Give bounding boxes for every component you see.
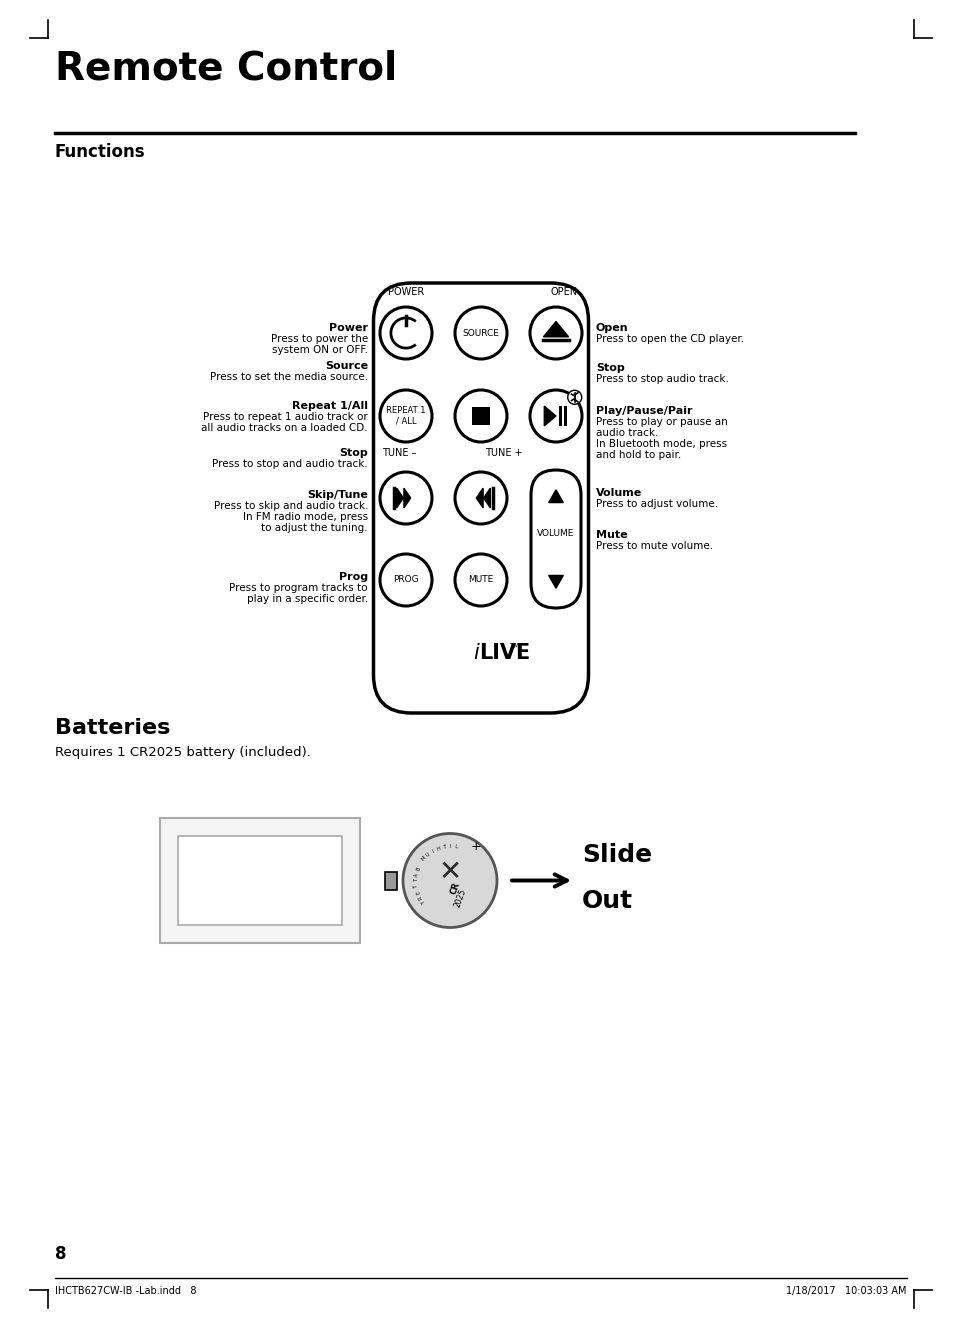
- Text: T: T: [413, 879, 418, 882]
- Text: Stop: Stop: [339, 448, 368, 458]
- FancyBboxPatch shape: [178, 837, 342, 926]
- FancyBboxPatch shape: [373, 283, 588, 713]
- Text: SOURCE: SOURCE: [462, 328, 499, 337]
- Text: B: B: [415, 866, 421, 871]
- Circle shape: [530, 390, 581, 442]
- Text: Skip/Tune: Skip/Tune: [307, 490, 368, 501]
- Text: Press to repeat 1 audio track or: Press to repeat 1 audio track or: [203, 412, 368, 422]
- Text: Power: Power: [329, 323, 368, 333]
- Text: H: H: [435, 846, 440, 851]
- Text: REPEAT 1
/ ALL: REPEAT 1 / ALL: [386, 406, 426, 426]
- Text: VOLUME: VOLUME: [537, 529, 574, 538]
- Bar: [564, 406, 567, 426]
- Text: Slide: Slide: [581, 842, 652, 866]
- Polygon shape: [404, 489, 410, 507]
- Text: Open: Open: [596, 323, 628, 333]
- Circle shape: [380, 554, 431, 606]
- Text: Press to power the: Press to power the: [270, 335, 368, 344]
- Polygon shape: [483, 489, 490, 507]
- Text: 8: 8: [55, 1246, 66, 1263]
- Text: Press to open the CD player.: Press to open the CD player.: [596, 335, 744, 344]
- Text: In FM radio mode, press: In FM radio mode, press: [242, 513, 368, 522]
- Text: audio track.: audio track.: [596, 428, 657, 438]
- Circle shape: [567, 390, 581, 404]
- Circle shape: [455, 554, 506, 606]
- Text: to adjust the tuning.: to adjust the tuning.: [261, 523, 368, 533]
- Text: system ON or OFF.: system ON or OFF.: [272, 345, 368, 355]
- Polygon shape: [548, 490, 563, 502]
- Circle shape: [530, 307, 581, 359]
- Text: L: L: [454, 845, 457, 850]
- Text: LIVE: LIVE: [479, 643, 530, 663]
- Text: play in a specific order.: play in a specific order.: [246, 594, 368, 604]
- Text: POWER: POWER: [387, 287, 424, 297]
- Text: I: I: [431, 849, 434, 854]
- Text: Volume: Volume: [596, 487, 642, 498]
- Circle shape: [403, 834, 497, 927]
- Text: Press to adjust volume.: Press to adjust volume.: [596, 499, 717, 509]
- Text: Press to stop audio track.: Press to stop audio track.: [596, 374, 728, 384]
- Circle shape: [455, 390, 506, 442]
- Circle shape: [380, 390, 431, 442]
- Text: TUNE +: TUNE +: [484, 448, 522, 458]
- Text: Play/Pause/Pair: Play/Pause/Pair: [596, 406, 692, 416]
- Bar: [384, 871, 397, 890]
- Text: T: T: [442, 845, 446, 850]
- Text: Batteries: Batteries: [55, 718, 170, 738]
- Text: i: i: [473, 643, 479, 663]
- Polygon shape: [543, 321, 568, 337]
- FancyBboxPatch shape: [160, 818, 359, 943]
- Circle shape: [380, 471, 431, 525]
- Text: U: U: [425, 851, 431, 858]
- Text: Source: Source: [325, 361, 368, 371]
- Text: I: I: [449, 845, 451, 849]
- Text: Press to program tracks to: Press to program tracks to: [230, 583, 368, 594]
- Text: TUNE –: TUNE –: [382, 448, 416, 458]
- Text: all audio tracks on a loaded CD.: all audio tracks on a loaded CD.: [201, 424, 368, 433]
- Text: T: T: [413, 884, 419, 888]
- Text: Requires 1 CR2025 battery (included).: Requires 1 CR2025 battery (included).: [55, 746, 310, 760]
- Text: ✕: ✕: [438, 858, 461, 887]
- Text: MUTE: MUTE: [468, 575, 493, 584]
- Text: Functions: Functions: [55, 143, 145, 161]
- Polygon shape: [548, 575, 563, 588]
- Text: Repeat 1/All: Repeat 1/All: [292, 401, 368, 410]
- Circle shape: [455, 471, 506, 525]
- Text: E: E: [415, 890, 421, 894]
- Text: Stop: Stop: [596, 363, 624, 373]
- Bar: [558, 406, 561, 426]
- Polygon shape: [544, 406, 555, 426]
- Text: Press to stop and audio track.: Press to stop and audio track.: [212, 459, 368, 469]
- Bar: [472, 408, 489, 425]
- Text: Remote Control: Remote Control: [55, 50, 397, 88]
- Polygon shape: [396, 489, 403, 507]
- Text: In Bluetooth mode, press: In Bluetooth mode, press: [596, 440, 727, 449]
- Text: and hold to pair.: and hold to pair.: [596, 450, 680, 459]
- Circle shape: [455, 307, 506, 359]
- Text: IHCTB627CW-IB -Lab.indd   8: IHCTB627CW-IB -Lab.indd 8: [55, 1286, 196, 1296]
- Text: 1/18/2017   10:03:03 AM: 1/18/2017 10:03:03 AM: [786, 1286, 906, 1296]
- Text: Y: Y: [421, 899, 427, 904]
- Text: CR: CR: [448, 880, 461, 896]
- Text: Press to skip and audio track.: Press to skip and audio track.: [213, 501, 368, 511]
- Polygon shape: [476, 489, 482, 507]
- FancyBboxPatch shape: [530, 470, 580, 608]
- Text: Press to mute volume.: Press to mute volume.: [596, 540, 712, 551]
- Circle shape: [380, 307, 431, 359]
- Text: Out: Out: [581, 888, 632, 912]
- Text: M: M: [420, 855, 427, 862]
- Text: OPEN: OPEN: [551, 287, 578, 297]
- Text: Mute: Mute: [596, 530, 627, 540]
- Text: Press to set the media source.: Press to set the media source.: [209, 372, 368, 382]
- Text: PROG: PROG: [393, 575, 418, 584]
- Text: +: +: [470, 841, 480, 853]
- Text: Press to play or pause an: Press to play or pause an: [596, 417, 727, 428]
- Text: 2025: 2025: [452, 888, 467, 910]
- Text: A: A: [413, 872, 419, 876]
- Text: R: R: [417, 895, 423, 900]
- Text: Prog: Prog: [338, 572, 368, 582]
- Text: TM: TM: [508, 643, 519, 649]
